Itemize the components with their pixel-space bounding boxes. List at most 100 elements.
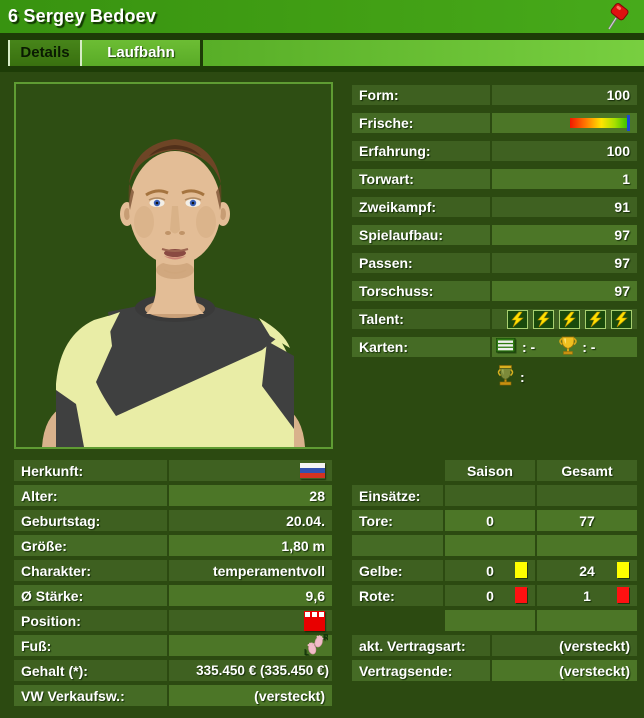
stats-row-gelbe: Gelbe: 0 24: [352, 560, 637, 581]
info-row-groesse: Größe: 1,80 m: [14, 535, 332, 556]
frische-marker: [627, 115, 630, 131]
meisterschaft-count: : -: [582, 339, 596, 355]
attr-value: 97: [492, 225, 637, 245]
info-row-fuss: Fuß: R L: [14, 632, 332, 659]
info-label: Alter:: [14, 485, 167, 506]
attr-value: 97: [492, 253, 637, 273]
stats-saison: 0: [445, 510, 535, 531]
stats-gesamt: 1: [537, 585, 637, 606]
stats-gesamt: 24: [537, 560, 637, 581]
attr-value: 97: [492, 281, 637, 301]
stats-value: 0: [486, 562, 494, 579]
stats-label: Rote:: [352, 585, 443, 606]
info-value: 335.450 € (335.450 €): [169, 660, 332, 681]
karten-values-2: :: [492, 365, 637, 389]
attr-label: Form:: [352, 85, 490, 105]
info-value: 20.04.: [169, 510, 332, 531]
svg-text:R: R: [323, 633, 328, 642]
stats-spacer-cell: [445, 610, 535, 631]
liga-count: : -: [522, 339, 536, 355]
info-row-herkunft: Herkunft:: [14, 460, 332, 481]
info-label: Charakter:: [14, 560, 167, 581]
attr-label: Talent:: [352, 309, 490, 329]
info-value: [169, 460, 332, 481]
attr-value: [492, 113, 637, 133]
stats-gesamt: [537, 485, 637, 506]
stats-gesamt: 77: [537, 510, 637, 531]
stats-saison: 0: [445, 560, 535, 581]
red-card-icon: [617, 587, 629, 603]
info-value: temperamentvoll: [169, 560, 332, 581]
contract-row-vertragsart: akt. Vertragsart: (versteckt): [352, 635, 637, 656]
info-value: 1,80 m: [169, 535, 332, 556]
page-title: 6 Sergey Bedoev: [8, 6, 157, 26]
info-label: Position:: [14, 610, 167, 631]
info-row-charakter: Charakter: temperamentvoll: [14, 560, 332, 581]
svg-text:L: L: [304, 648, 309, 656]
stats-spacer-cell: [445, 535, 535, 556]
stats-spacer-cell: [352, 610, 443, 631]
pushpin-icon[interactable]: [604, 3, 630, 31]
info-label: Gehalt (*):: [14, 660, 167, 681]
stats-value: 24: [579, 562, 595, 579]
info-value: 28: [169, 485, 332, 506]
info-label: VW Verkaufsw.:: [14, 685, 167, 706]
info-row-verkaufswert: VW Verkaufsw.: (versteckt): [14, 685, 332, 706]
stats-label: Gelbe:: [352, 560, 443, 581]
info-row-alter: Alter: 28: [14, 485, 332, 506]
position-grid-icon: [304, 610, 325, 631]
stats-spacer-cell: [537, 535, 637, 556]
stats-label: Tore:: [352, 510, 443, 531]
attr-label: Frische:: [352, 113, 490, 133]
stats-spacer-cell: [537, 610, 637, 631]
pokal-cup-icon: [496, 365, 515, 389]
flag-stripe-blue: [300, 467, 325, 474]
gold-cup-icon: [559, 336, 578, 358]
attr-row-passen: Passen: 97: [352, 253, 637, 273]
info-value: 9,6: [169, 585, 332, 606]
season-stats-panel: Saison Gesamt Einsätze: Tore: 0 77 Gelbe…: [352, 460, 637, 685]
attr-row-zweikampf: Zweikampf: 91: [352, 197, 637, 217]
info-value: [169, 610, 332, 631]
frische-gradient-bar: [570, 118, 627, 128]
attr-value: 91: [492, 197, 637, 217]
contract-label: akt. Vertragsart:: [352, 635, 490, 656]
attr-row-spielaufbau: Spielaufbau: 97: [352, 225, 637, 245]
info-label: Größe:: [14, 535, 167, 556]
attr-value: 100: [492, 141, 637, 161]
flag-stripe-red: [300, 473, 325, 479]
stats-row-rote: Rote: 0 1: [352, 585, 637, 606]
talent-bolt-icon: [559, 309, 580, 329]
info-row-position: Position:: [14, 610, 332, 631]
tab-details[interactable]: Details: [8, 40, 80, 66]
info-label: Geburtstag:: [14, 510, 167, 531]
liga-icon: [495, 337, 517, 357]
stats-row-tore: Tore: 0 77: [352, 510, 637, 531]
info-label: Herkunft:: [14, 460, 167, 481]
info-label: Ø Stärke:: [14, 585, 167, 606]
yellow-card-icon: [617, 562, 629, 578]
tab-laufbahn[interactable]: Laufbahn: [80, 40, 200, 66]
talent-bolt-icon: [611, 309, 632, 329]
stats-saison: [445, 485, 535, 506]
stats-header-row: Saison Gesamt: [352, 460, 637, 481]
tab-strip-lead: [0, 40, 8, 66]
yellow-card-icon: [515, 562, 527, 578]
player-portrait: [14, 82, 333, 449]
stats-label: Einsätze:: [352, 485, 443, 506]
stats-header-empty: [352, 460, 443, 481]
stats-value: 0: [486, 587, 494, 604]
info-row-geburtstag: Geburtstag: 20.04.: [14, 510, 332, 531]
tab-strip: Details Laufbahn: [0, 40, 644, 66]
tab-strip-filler: [203, 40, 644, 66]
attr-label: Torschuss:: [352, 281, 490, 301]
attr-row-erfahrung: Erfahrung: 100: [352, 141, 637, 161]
info-value: (versteckt): [169, 685, 332, 706]
info-row-staerke: Ø Stärke: 9,6: [14, 585, 332, 606]
karten-values: : - : -: [492, 336, 637, 358]
info-value: R L: [169, 632, 332, 659]
separator: [0, 66, 644, 72]
attr-row-talent: Talent:: [352, 309, 637, 329]
flag-russia-icon: [300, 462, 325, 479]
feet-icon: R L: [304, 632, 329, 659]
